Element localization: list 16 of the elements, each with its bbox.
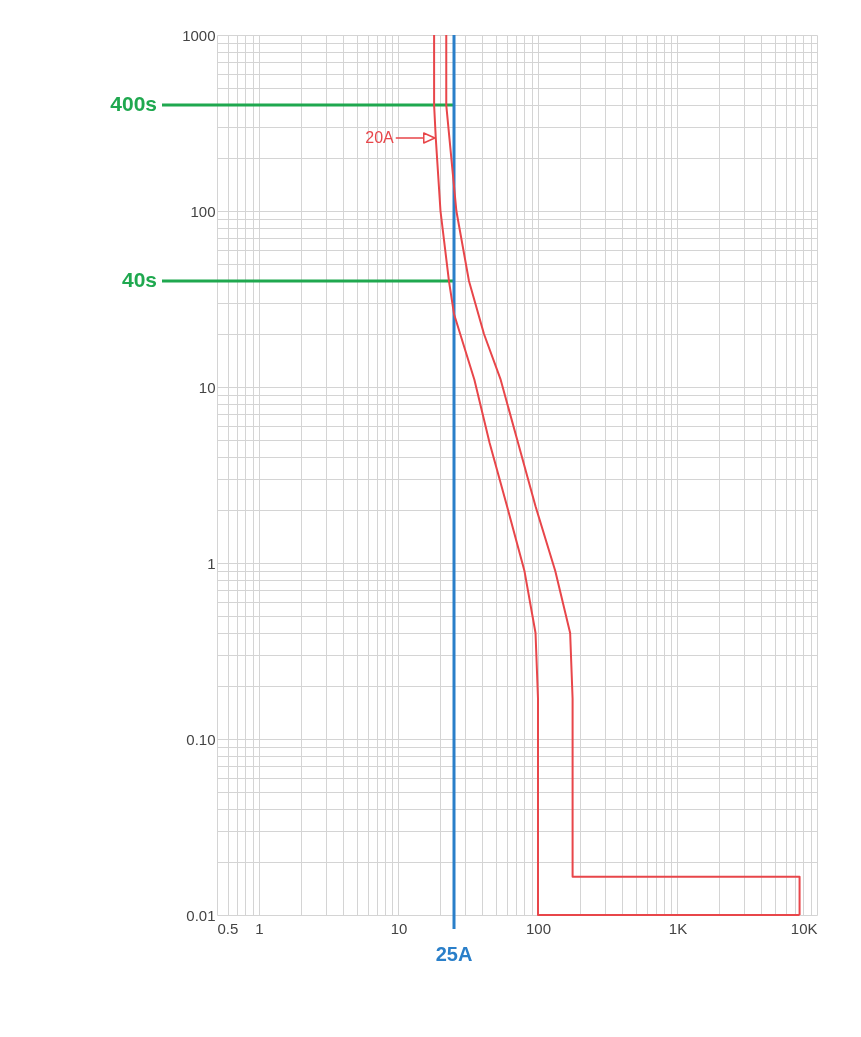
y-tick-label: 100 — [190, 202, 216, 220]
y-tick-label: 1000 — [182, 26, 216, 44]
ref-line-label: 400s — [110, 92, 157, 116]
y-tick-label: 10 — [198, 378, 216, 396]
annotation: 20A — [365, 128, 395, 146]
ref-line-label: 25A — [435, 943, 473, 965]
y-tick-label: 1 — [207, 554, 216, 572]
x-tick-label: 10 — [390, 919, 408, 937]
x-tick-label: 100 — [525, 919, 552, 937]
y-tick-label: 0.10 — [186, 730, 216, 748]
x-tick-label: 1K — [668, 919, 688, 937]
x-tick-label: 0.5 — [217, 919, 239, 937]
ref-line-label: 40s — [121, 268, 157, 292]
x-tick-label: 10K — [790, 919, 818, 937]
x-tick-label: 1 — [255, 919, 264, 937]
y-tick-label: 0.01 — [186, 906, 216, 924]
